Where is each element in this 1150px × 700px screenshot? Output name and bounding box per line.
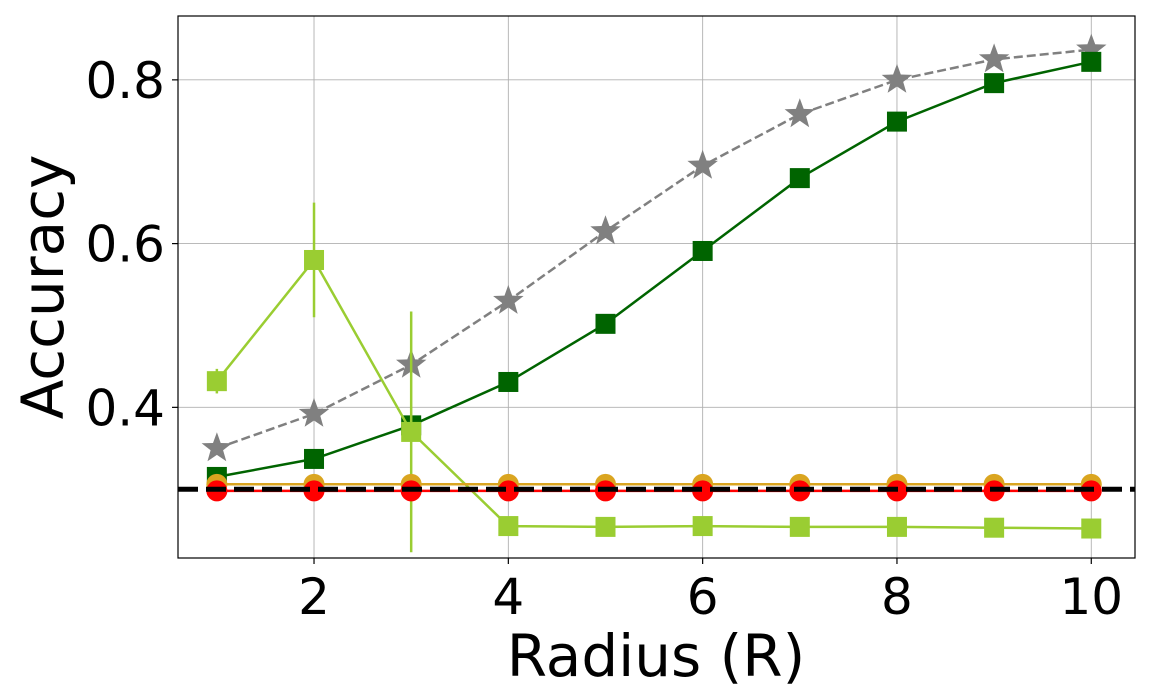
data-point <box>497 480 519 502</box>
data-point <box>1081 51 1102 72</box>
x-tick-label: 6 <box>687 568 719 626</box>
y-tick-label: 0.8 <box>85 52 165 110</box>
data-point <box>784 98 815 128</box>
data-point <box>498 371 519 392</box>
x-tick-label: 10 <box>1059 568 1123 626</box>
series-3 <box>206 202 1102 553</box>
data-point <box>590 215 621 245</box>
data-point <box>886 111 907 132</box>
data-point <box>303 480 325 502</box>
y-tick-label: 0.6 <box>85 216 165 274</box>
data-point <box>206 371 227 392</box>
y-tick-label: 0.4 <box>85 379 165 437</box>
data-point <box>881 63 913 93</box>
data-point <box>984 73 1005 94</box>
x-tick-label: 4 <box>492 568 524 626</box>
x-tick-label: 8 <box>881 568 913 626</box>
data-point <box>984 517 1005 538</box>
data-point <box>201 432 233 462</box>
series-layer <box>178 33 1135 553</box>
data-point <box>498 516 519 537</box>
data-point <box>978 43 1010 73</box>
data-point <box>1081 518 1102 539</box>
data-point <box>304 448 325 469</box>
data-point <box>886 516 907 537</box>
data-point <box>595 516 616 537</box>
data-point <box>692 516 713 537</box>
series-1 <box>201 33 1107 462</box>
series-2 <box>206 51 1102 487</box>
data-point <box>595 313 616 334</box>
data-point <box>789 168 810 189</box>
data-point <box>789 516 810 537</box>
x-tick-label: 2 <box>298 568 330 626</box>
series-line <box>216 48 1092 450</box>
data-point <box>692 240 713 261</box>
data-point <box>304 249 325 270</box>
y-axis-label: Accuracy <box>9 155 77 420</box>
data-point <box>692 480 714 502</box>
grid <box>178 16 1135 558</box>
plot-frame <box>177 15 1136 559</box>
series-line <box>215 257 1092 530</box>
data-point <box>687 149 718 179</box>
data-point <box>493 284 524 314</box>
series-line <box>216 60 1092 479</box>
ticks: 2 4 6 8 10 0.4 0.6 0.8 <box>85 52 1123 626</box>
x-axis-label: Radius (R) <box>507 622 805 690</box>
data-point <box>1076 33 1107 63</box>
data-point <box>298 397 330 427</box>
data-point <box>401 421 422 442</box>
